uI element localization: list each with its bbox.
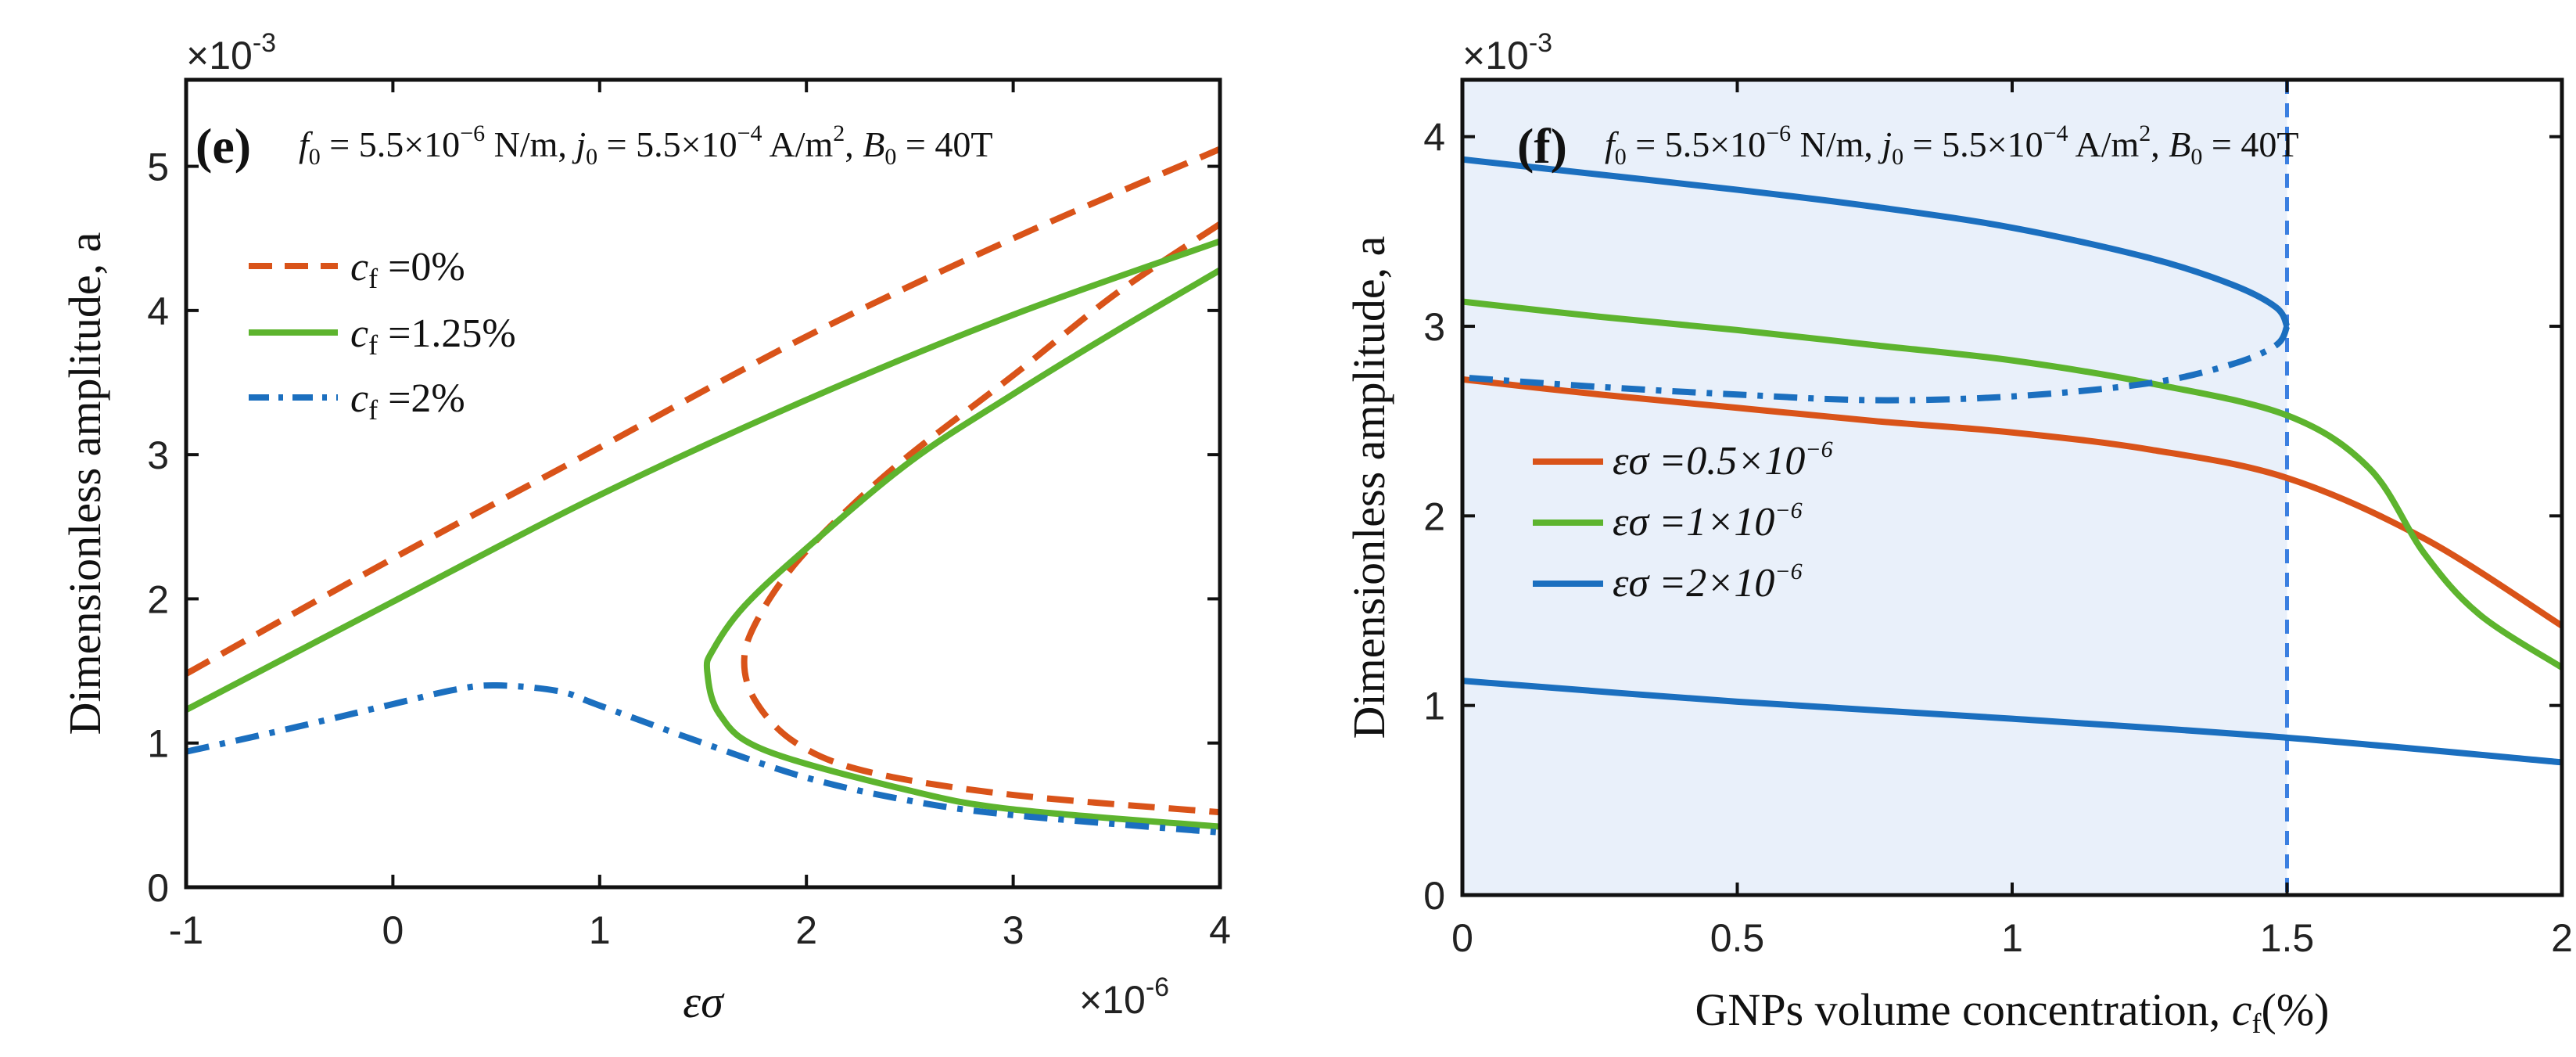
legend-e: cf =0% cf =1.25% cf =2% [249,245,516,426]
legend-label-f-2: εσ =2×10−6 [1613,559,1803,606]
x-tick-label: -1 [169,908,203,952]
x-axis-label-e: εσ [683,976,725,1027]
legend-label-e-1: cf =1.25% [350,311,516,361]
x-tick-label: 0 [382,908,404,952]
series-group-e [185,146,1222,836]
legend-label-e-2: cf =2% [350,376,465,426]
panel-label-f: (f) [1517,118,1567,174]
shaded-region-f [1462,80,2289,895]
series-line-e-0 [185,146,1222,677]
shaded-region-rect [1462,80,2287,895]
params-f: f0 = 5.5×10−6 N/m, j0 = 5.5×10−4 A/m2, B… [1605,120,2298,170]
series-line-e-1 [741,221,1222,816]
y-tick-label: 0 [1423,874,1445,918]
plot-frame-e [184,77,1222,890]
x-tick-label: 3 [1003,908,1024,952]
y-tick-label: 2 [147,577,169,621]
y-tick-label: 2 [1423,494,1445,538]
y-tick-label: 3 [1423,305,1445,349]
series-line-f-3 [1462,325,2291,404]
legend-label-f-1: εσ =1×10−6 [1613,498,1803,545]
legend-label-f-0: εσ =0.5×10−6 [1613,437,1833,484]
x-multiplier-e: ×10-6 [1079,973,1169,1022]
x-tick-label: 1 [589,908,611,952]
y-axis-label-f: Dimensionless amplitude, a [1344,236,1394,739]
y-axis-label-e: Dimensionless amplitude, a [59,232,110,735]
legend-f: εσ =0.5×10−6 εσ =1×10−6 εσ =2×10−6 [1533,437,1833,606]
panel-f: ×10-3 0 0.5 1 1.5 2 0 1 2 3 4 GNPs volume concent… [1344,28,2573,1039]
y-tick-label: 4 [1423,116,1445,160]
y-tick-label: 4 [147,289,169,333]
series-group-f [1462,156,2564,766]
x-tick-label: 2 [795,908,817,952]
y-multiplier-f: ×10-3 [1462,28,1552,77]
x-tick-label: 1 [2001,916,2023,960]
y-multiplier-e: ×10-3 [186,28,276,77]
series-line-e-4 [185,681,1221,836]
x-tick-label: 2 [2551,916,2573,960]
y-tick-label: 1 [1423,685,1445,728]
y-tick-label: 1 [147,722,169,766]
params-e: f0 = 5.5×10−6 N/m, j0 = 5.5×10−4 A/m2, B… [299,120,992,170]
x-tick-label: 0.5 [1710,916,1765,960]
legend-label-e-0: cf =0% [350,245,465,294]
x-tick-label: 4 [1209,908,1231,952]
series-line-f-0 [1462,376,2564,629]
series-line-f-4 [1462,678,2563,766]
x-axis-label-f: GNPs volume concentration, cf(%) [1695,984,2330,1039]
y-tick-label: 0 [147,866,169,910]
series-line-e-3 [703,267,1222,830]
panel-label-e: (e) [196,118,251,174]
x-tick-label: 1.5 [2260,916,2315,960]
y-tick-label: 5 [147,146,169,189]
series-line-e-2 [185,238,1222,713]
x-tick-label: 0 [1451,916,1473,960]
y-tick-label: 3 [147,433,169,477]
series-line-f-1 [1462,298,2564,671]
series-line-f-2 [1462,156,2291,329]
ticks-f: 0 0.5 1 1.5 2 0 1 2 3 4 [1423,80,2573,960]
